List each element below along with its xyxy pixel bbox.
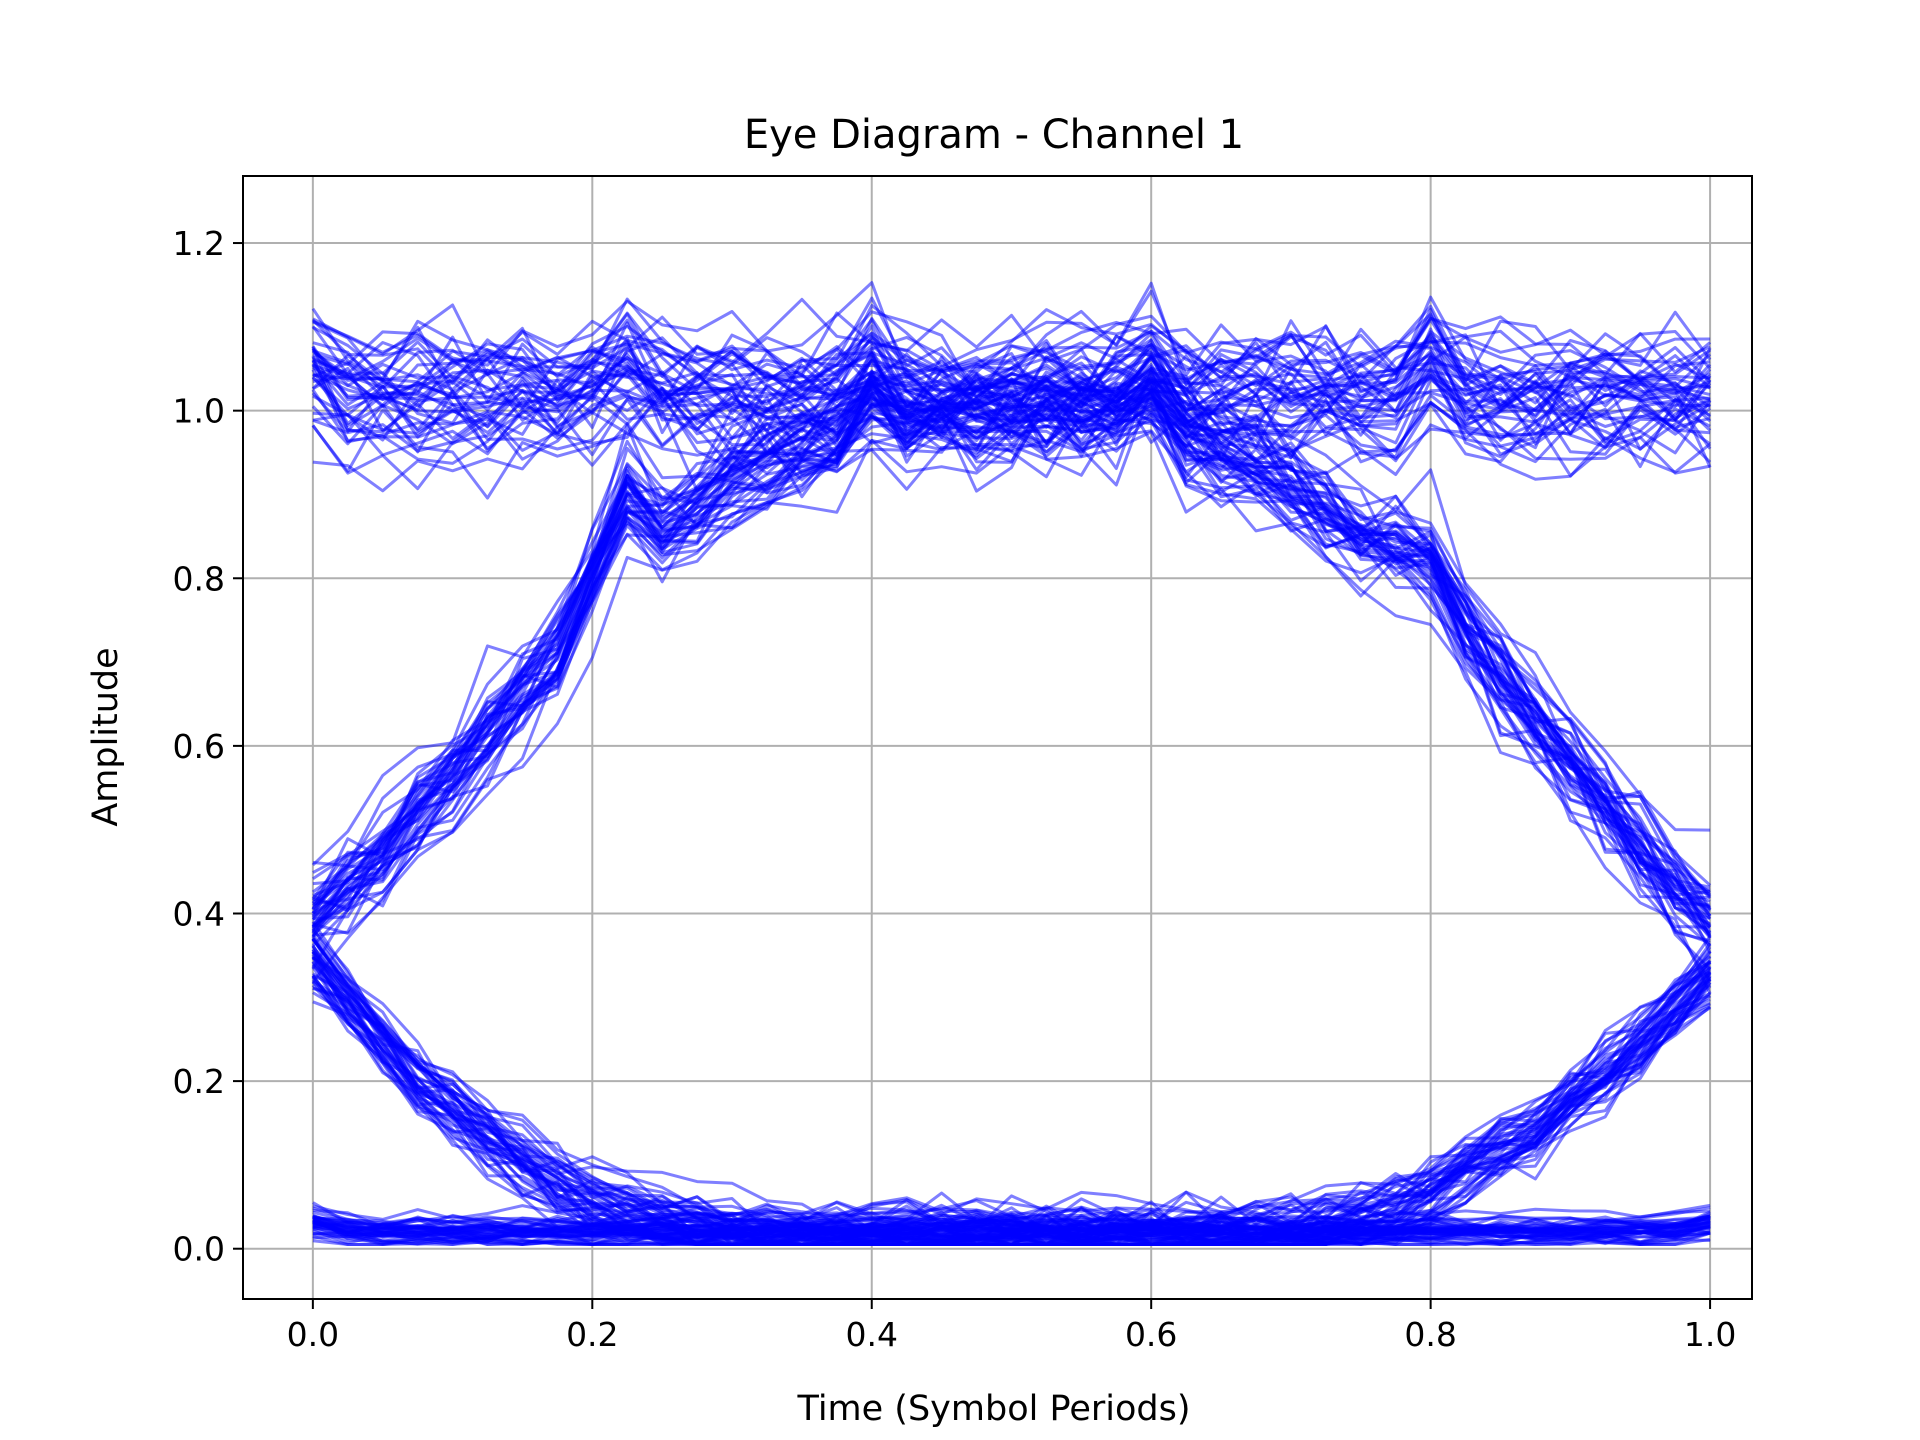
plot-frame (242, 175, 1753, 1300)
y-tick-label: 1.0 (173, 392, 225, 431)
y-tick-label: 0.2 (173, 1062, 225, 1101)
trace-group (311, 281, 1712, 1246)
eye-trace (311, 948, 1712, 1234)
y-tick-label: 0.6 (173, 727, 225, 766)
x-axis: 0.0 0.2 0.4 0.6 0.8 1.0 (287, 1299, 1736, 1354)
eye-trace (312, 352, 1711, 894)
eye-trace (311, 430, 1712, 995)
x-axis-label: Time (Symbol Periods) (797, 1389, 1191, 1429)
y-tick-label: 0.8 (173, 559, 225, 598)
y-axis: 0.0 0.2 0.4 0.6 0.8 1.0 1.2 (173, 224, 243, 1269)
y-tick-label: 0.0 (173, 1230, 225, 1269)
x-tick-label: 1.0 (1684, 1315, 1736, 1354)
eye-trace (311, 927, 1712, 1226)
eye-trace (312, 392, 1712, 940)
x-tick-label: 0.8 (1404, 1315, 1456, 1354)
eye-trace (311, 334, 1711, 413)
eye-trace (312, 281, 1712, 386)
eye-trace (311, 324, 1711, 867)
chart-title: Eye Diagram - Channel 1 (744, 112, 1244, 158)
y-tick-label: 0.4 (173, 894, 225, 933)
eye-trace (312, 310, 1712, 396)
eye-trace (311, 390, 1711, 947)
eye-trace (312, 970, 1712, 1246)
x-tick-label: 0.6 (1125, 1315, 1177, 1354)
y-tick-label: 1.2 (173, 224, 225, 263)
eye-trace (312, 350, 1711, 904)
eye-trace (311, 984, 1712, 1246)
eye-trace (311, 383, 1711, 945)
eye-trace (312, 388, 1712, 493)
x-tick-label: 0.0 (287, 1315, 339, 1354)
y-axis-label: Amplitude (86, 647, 126, 826)
eye-trace (311, 960, 1712, 1246)
eye-trace (311, 367, 1711, 915)
x-tick-label: 0.4 (846, 1315, 898, 1354)
x-tick-label: 0.2 (566, 1315, 618, 1354)
